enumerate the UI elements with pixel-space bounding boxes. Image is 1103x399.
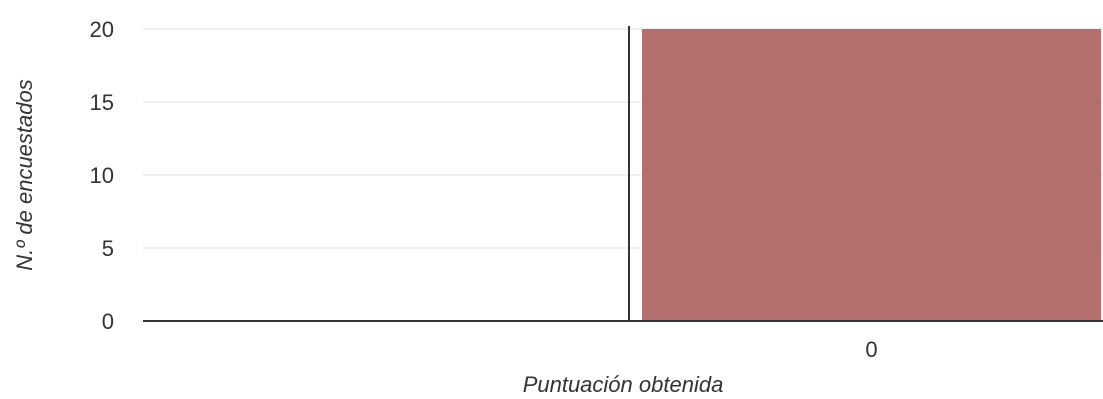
axes bbox=[143, 26, 1103, 322]
x-axis-title: Puntuación obtenida bbox=[523, 372, 724, 397]
x-tick-labels: 0 bbox=[865, 337, 877, 362]
y-tick-label: 0 bbox=[102, 309, 114, 334]
y-tick-labels: 0 5 10 15 20 bbox=[90, 17, 114, 334]
bars bbox=[642, 29, 1101, 321]
y-tick-label: 10 bbox=[90, 163, 114, 188]
bar bbox=[642, 29, 1101, 321]
y-tick-label: 20 bbox=[90, 17, 114, 42]
y-tick-label: 5 bbox=[102, 236, 114, 261]
y-axis-title: N.º de encuestados bbox=[12, 79, 37, 271]
y-tick-label: 15 bbox=[90, 90, 114, 115]
x-tick-label: 0 bbox=[865, 337, 877, 362]
